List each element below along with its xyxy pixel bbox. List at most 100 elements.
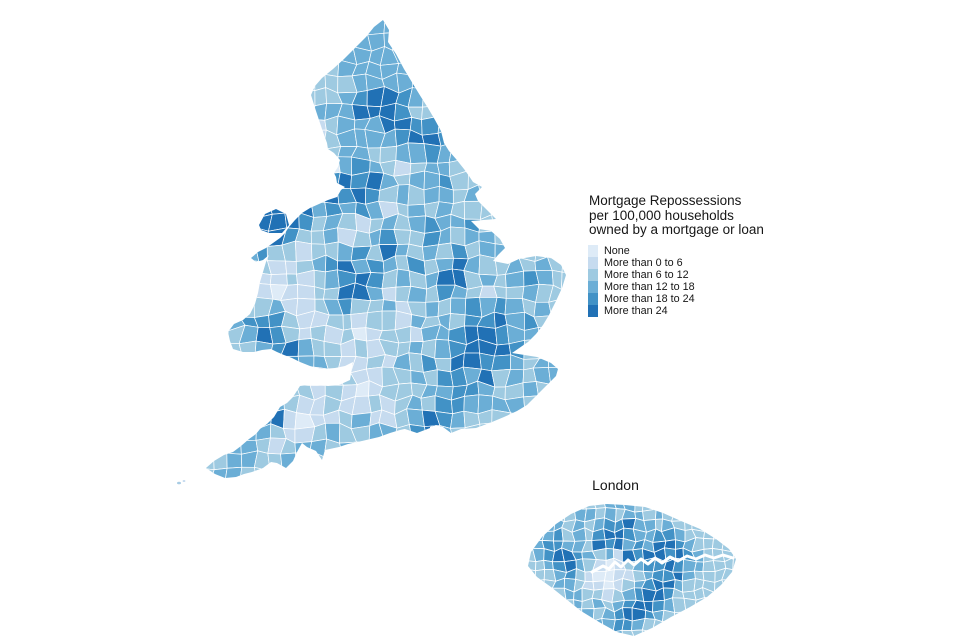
map-region	[562, 619, 577, 630]
map-region	[438, 105, 453, 119]
map-region	[518, 87, 538, 107]
map-region	[409, 465, 422, 478]
map-region	[411, 61, 426, 76]
map-region	[701, 608, 717, 623]
map-region	[731, 597, 736, 613]
map-region	[725, 608, 735, 623]
map-region	[238, 184, 259, 204]
map-region	[462, 437, 483, 455]
map-region	[281, 175, 301, 191]
map-region	[226, 214, 243, 231]
map-region	[535, 381, 552, 401]
map-region	[479, 34, 497, 49]
map-region	[546, 424, 566, 438]
map-region	[411, 72, 424, 90]
map-region	[213, 184, 231, 204]
map-region	[225, 395, 245, 414]
map-region	[212, 283, 232, 304]
map-region	[531, 504, 546, 511]
map-region	[224, 466, 243, 478]
map-region	[453, 20, 469, 23]
map-region	[724, 504, 734, 512]
map-region	[286, 273, 298, 286]
map-region	[206, 340, 214, 360]
map-region	[540, 618, 555, 629]
map-region	[561, 244, 566, 262]
map-region	[451, 466, 465, 478]
map-region	[532, 607, 546, 621]
map-region	[336, 20, 357, 24]
map-region	[311, 30, 329, 52]
map-region	[518, 114, 535, 132]
map-region	[560, 285, 566, 302]
map-region	[448, 142, 470, 163]
map-region	[548, 352, 566, 369]
map-region	[549, 20, 566, 24]
map-region	[537, 453, 554, 471]
map-region	[266, 78, 283, 91]
map-region	[546, 170, 566, 188]
map-region	[505, 215, 523, 234]
legend-item-label: More than 18 to 24	[604, 292, 695, 305]
map-region	[206, 410, 215, 430]
map-region	[212, 241, 231, 260]
map-region	[464, 46, 484, 61]
map-region	[562, 607, 576, 623]
map-region	[364, 453, 380, 469]
map-region	[532, 156, 552, 172]
map-region	[252, 72, 274, 93]
map-region	[206, 212, 216, 231]
map-region	[703, 528, 716, 540]
map-region	[550, 382, 565, 401]
map-region	[712, 627, 727, 636]
map-region	[480, 437, 493, 455]
map-region	[463, 467, 480, 478]
map-region	[551, 114, 566, 131]
map-region	[254, 156, 273, 178]
map-region	[450, 297, 467, 316]
map-region	[336, 20, 357, 34]
map-region	[240, 214, 255, 231]
map-region	[592, 504, 607, 509]
map-region	[477, 467, 496, 478]
map-region	[534, 568, 546, 582]
map-region	[551, 201, 566, 220]
map-region	[522, 381, 539, 398]
map-region	[434, 74, 453, 94]
map-region	[509, 227, 522, 247]
map-region	[642, 508, 657, 522]
map-region	[284, 212, 300, 230]
map-region	[732, 528, 736, 539]
map-region	[310, 201, 328, 218]
map-region	[434, 58, 453, 80]
map-region	[225, 380, 241, 397]
map-region	[505, 465, 526, 478]
legend-item-label: More than 0 to 6	[604, 256, 683, 269]
map-region	[215, 90, 230, 106]
map-region	[238, 282, 255, 303]
map-region	[297, 355, 315, 368]
map-region	[252, 282, 274, 300]
map-region	[381, 286, 397, 302]
map-region	[310, 3, 329, 18]
map-region	[206, 269, 214, 289]
map-region	[533, 129, 553, 150]
map-region	[212, 146, 229, 160]
map-region	[238, 270, 255, 289]
map-region	[284, 32, 301, 51]
map-region	[240, 411, 258, 430]
map-region	[449, 118, 468, 136]
map-region	[322, 454, 344, 470]
map-region	[283, 408, 297, 430]
legend-swatch	[588, 244, 598, 257]
map-region	[210, 254, 232, 271]
map-region	[561, 73, 566, 92]
map-region	[254, 145, 271, 159]
map-region	[492, 76, 506, 90]
map-region	[733, 618, 736, 633]
map-region	[421, 20, 436, 36]
map-region	[239, 115, 258, 130]
map-region	[212, 353, 231, 374]
map-region	[299, 20, 315, 34]
legend-item-label: More than 12 to 18	[604, 280, 695, 293]
